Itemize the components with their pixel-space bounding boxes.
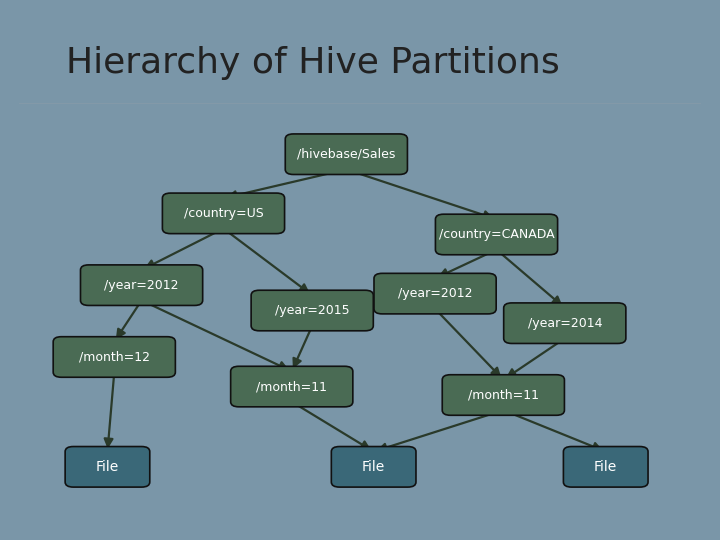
- FancyBboxPatch shape: [442, 375, 564, 415]
- FancyBboxPatch shape: [81, 265, 202, 306]
- Text: /country=CANADA: /country=CANADA: [438, 228, 554, 241]
- FancyBboxPatch shape: [564, 447, 648, 487]
- Text: File: File: [362, 460, 385, 474]
- FancyBboxPatch shape: [285, 134, 408, 174]
- FancyBboxPatch shape: [230, 366, 353, 407]
- Text: /year=2012: /year=2012: [398, 287, 472, 300]
- Text: /year=2015: /year=2015: [275, 304, 349, 317]
- Text: /month=11: /month=11: [468, 388, 539, 402]
- Text: File: File: [96, 460, 119, 474]
- Text: /year=2012: /year=2012: [104, 279, 179, 292]
- FancyBboxPatch shape: [436, 214, 557, 255]
- FancyBboxPatch shape: [504, 303, 626, 343]
- FancyBboxPatch shape: [331, 447, 416, 487]
- FancyBboxPatch shape: [374, 273, 496, 314]
- Text: Hierarchy of Hive Partitions: Hierarchy of Hive Partitions: [66, 45, 560, 79]
- FancyBboxPatch shape: [251, 290, 373, 331]
- Text: /hivebase/Sales: /hivebase/Sales: [297, 148, 395, 161]
- FancyBboxPatch shape: [163, 193, 284, 234]
- Text: /country=US: /country=US: [184, 207, 264, 220]
- Text: /month=11: /month=11: [256, 380, 328, 393]
- Text: File: File: [594, 460, 617, 474]
- Text: /year=2014: /year=2014: [528, 316, 602, 330]
- FancyBboxPatch shape: [65, 447, 150, 487]
- Text: /month=12: /month=12: [78, 350, 150, 363]
- FancyBboxPatch shape: [53, 337, 176, 377]
